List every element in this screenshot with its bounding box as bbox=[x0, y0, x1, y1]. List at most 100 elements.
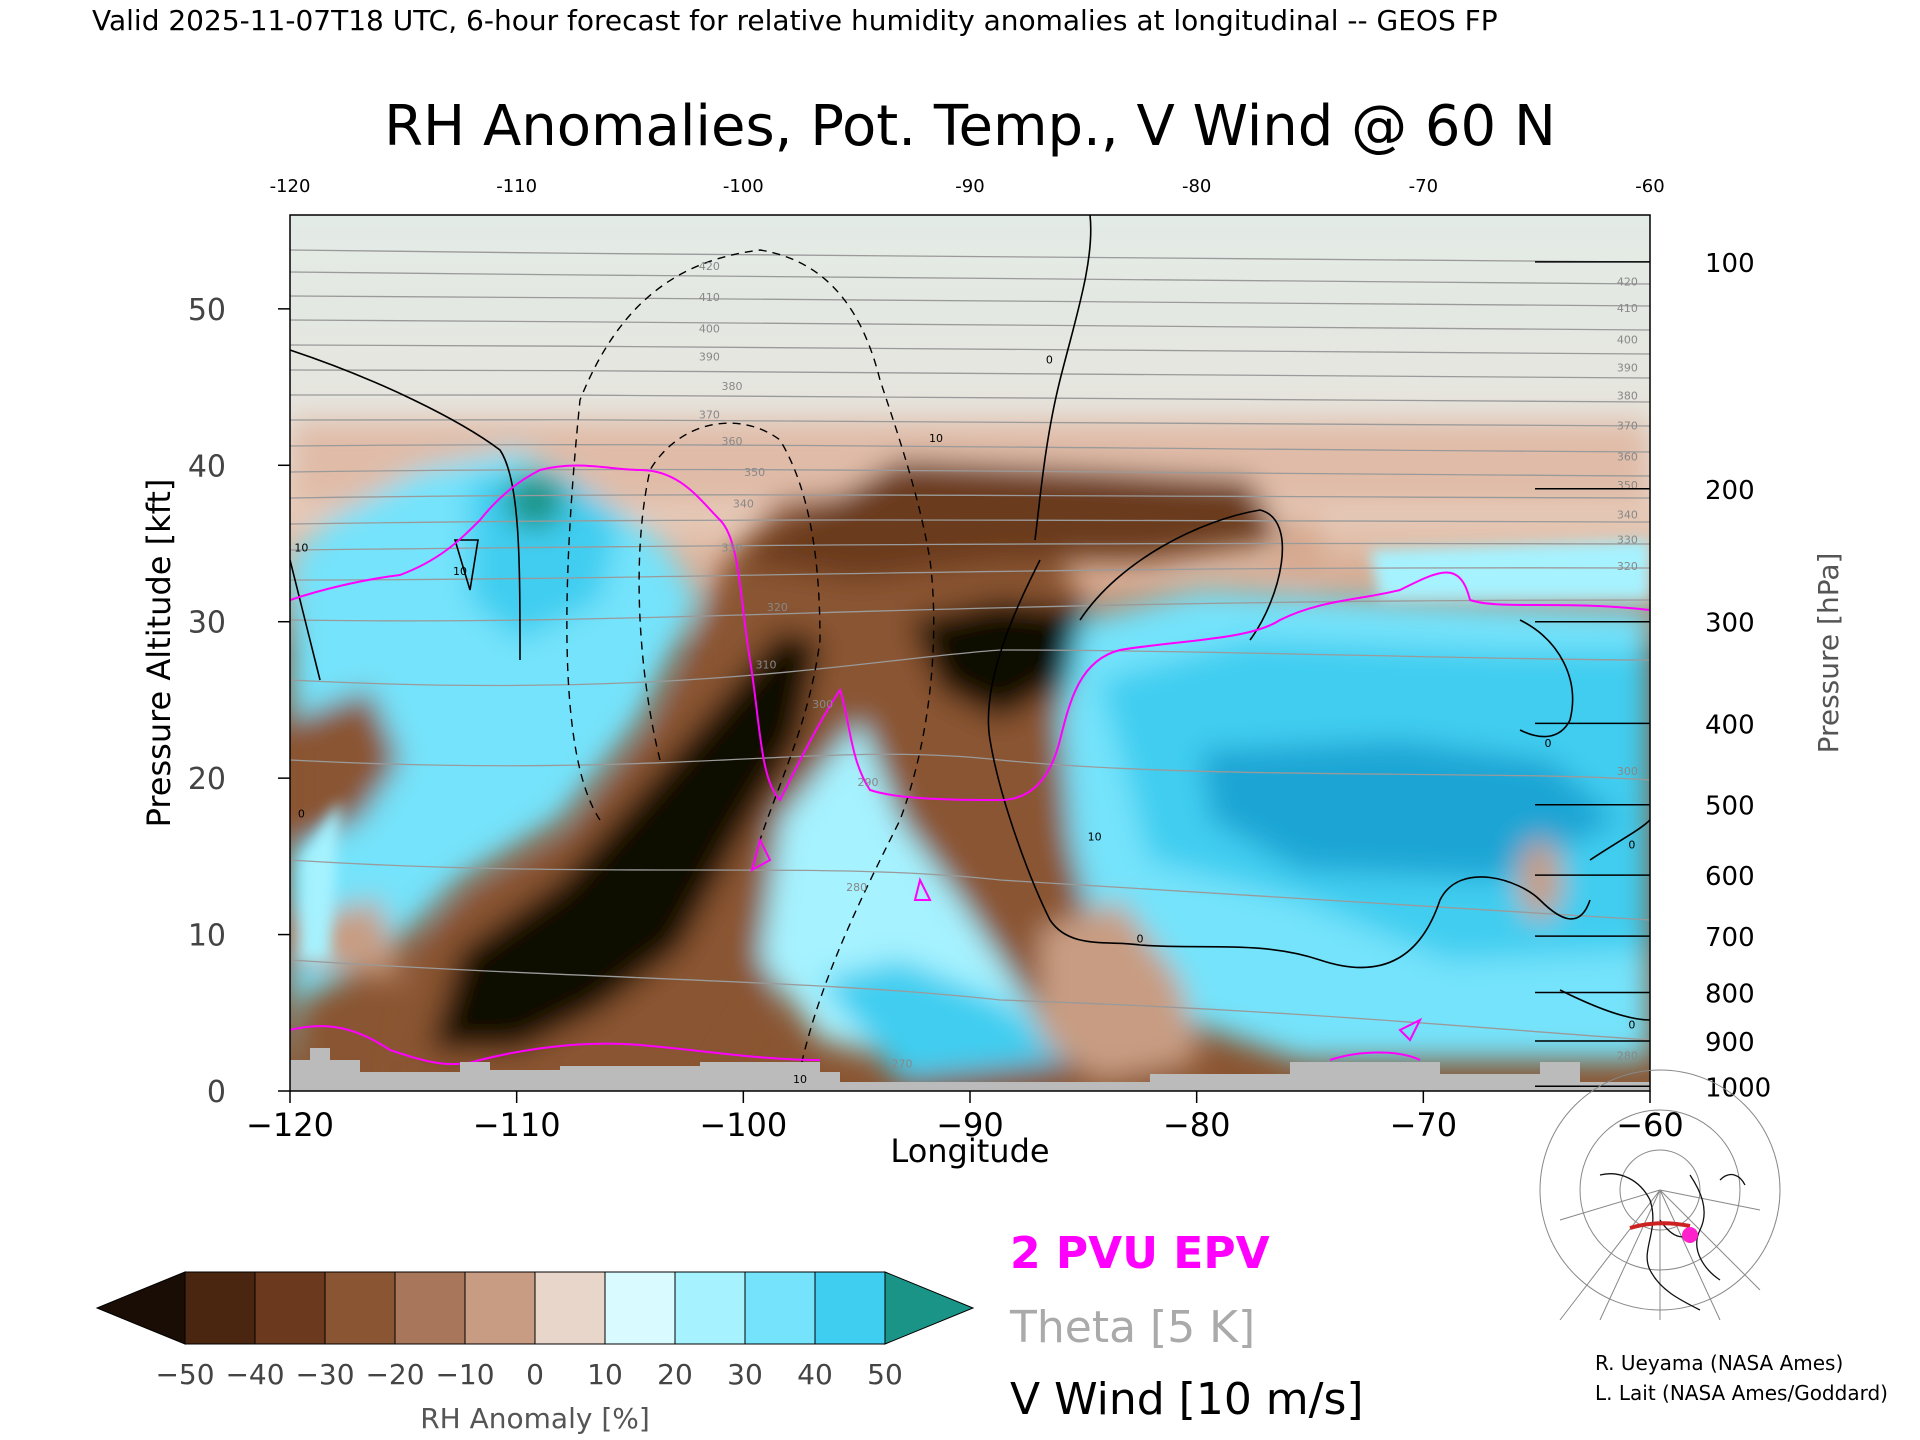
theta-label: 270 bbox=[892, 1058, 913, 1071]
pressure-tick-label: 400 bbox=[1705, 710, 1755, 740]
theta-label: 410 bbox=[699, 291, 720, 304]
colorbar-high-triangle bbox=[884, 1271, 975, 1345]
theta-label: 340 bbox=[733, 498, 754, 511]
map-track bbox=[1629, 1221, 1691, 1230]
locator-map bbox=[1539, 1069, 1781, 1321]
pressure-tick-label: 100 bbox=[1705, 249, 1755, 279]
ground-mask bbox=[290, 1048, 1650, 1091]
colorbar-tick-label: 10 bbox=[587, 1358, 623, 1391]
vwind-label: 0 bbox=[298, 807, 305, 820]
vwind-label: 10 bbox=[929, 432, 943, 445]
theta-label: 360 bbox=[722, 435, 743, 448]
pressure-tick-label: 300 bbox=[1705, 609, 1755, 639]
pressure-tick-label: 200 bbox=[1705, 476, 1755, 506]
colorbar-segment bbox=[324, 1271, 396, 1345]
colorbar-tick-label: 30 bbox=[727, 1358, 763, 1391]
legend-vwind: V Wind [10 m/s] bbox=[1010, 1374, 1364, 1425]
pressure-axis-label: Pressure [hPa] bbox=[1812, 553, 1845, 754]
x-top-tick-label: -90 bbox=[955, 176, 984, 197]
vwind-label: 0 bbox=[1046, 354, 1053, 367]
theta-label: 290 bbox=[858, 776, 879, 789]
colorbar-segment bbox=[394, 1271, 466, 1345]
x-top-tick-label: -80 bbox=[1182, 176, 1211, 197]
theta-label: 340 bbox=[1617, 508, 1638, 521]
colorbar-tick-label: 0 bbox=[526, 1358, 544, 1391]
colorbar-tick-label: −20 bbox=[365, 1358, 424, 1391]
map-graticule bbox=[1539, 1069, 1781, 1321]
credit-2: L. Lait (NASA Ames/Goddard) bbox=[1595, 1381, 1888, 1405]
x-top-tick-label: -70 bbox=[1409, 176, 1438, 197]
vwind-label: 10 bbox=[453, 565, 467, 578]
vwind-label: 0 bbox=[1545, 737, 1552, 750]
colorbar-low-triangle bbox=[95, 1271, 186, 1345]
colorbar-segment bbox=[534, 1271, 606, 1345]
vwind-contours bbox=[290, 215, 1650, 1021]
y-axis: 0 10 20 30 40 50 bbox=[188, 293, 290, 1110]
y-tick-label: 10 bbox=[188, 919, 226, 954]
vwind-label: 10 bbox=[1088, 831, 1102, 844]
chart-title: RH Anomalies, Pot. Temp., V Wind @ 60 N bbox=[384, 94, 1556, 159]
colorbar-tick-label: −30 bbox=[295, 1358, 354, 1391]
theta-label: 420 bbox=[699, 260, 720, 273]
theta-label: 360 bbox=[1617, 451, 1638, 464]
theta-label: 390 bbox=[699, 350, 720, 363]
vwind-label: 10 bbox=[793, 1073, 807, 1086]
vwind-label: 10 bbox=[294, 541, 308, 554]
theta-label: 300 bbox=[1617, 765, 1638, 778]
colorbar-segment bbox=[674, 1271, 746, 1345]
x-tick-label: −120 bbox=[246, 1106, 334, 1144]
colorbar-tick-label: 20 bbox=[657, 1358, 693, 1391]
vwind-labels: 10 10 0 10 0 10 0 0 0 0 10 bbox=[294, 354, 1635, 1087]
theta-label: 280 bbox=[846, 881, 867, 894]
x-tick-label: −100 bbox=[699, 1106, 787, 1144]
epv-contours bbox=[290, 464, 1650, 1066]
colorbar-label: RH Anomaly [%] bbox=[420, 1402, 650, 1435]
theta-label: 330 bbox=[1617, 534, 1638, 547]
colorbar-segment bbox=[464, 1271, 536, 1345]
rh-anomaly-detail bbox=[300, 540, 1650, 960]
theta-label: 370 bbox=[699, 408, 720, 421]
colorbar-tick-label: −50 bbox=[155, 1358, 214, 1391]
theta-label: 280 bbox=[1617, 1050, 1638, 1063]
colorbar-segment bbox=[744, 1271, 816, 1345]
header-text: Valid 2025-11-07T18 UTC, 6-hour forecast… bbox=[92, 4, 1498, 37]
legend-theta: Theta [5 K] bbox=[1009, 1302, 1255, 1353]
pressure-tick-label: 500 bbox=[1705, 792, 1755, 822]
x-top-tick-label: -120 bbox=[270, 176, 311, 197]
theta-label: 410 bbox=[1617, 302, 1638, 315]
y-axis-label: Pressure Altitude [kft] bbox=[140, 479, 178, 828]
x-top-tick-label: -60 bbox=[1635, 176, 1664, 197]
theta-label: 300 bbox=[812, 698, 833, 711]
theta-label: 310 bbox=[756, 659, 777, 672]
x-top-axis: -120 -110 -100 -90 -80 -70 -60 bbox=[270, 176, 1665, 197]
x-tick-label: −70 bbox=[1390, 1106, 1458, 1144]
theta-labels: 420 410 400 390 380 370 360 350 340 330 320 310 300 2… bbox=[699, 260, 1638, 1071]
colorbar: −50 −40 −30 −20 −10 0 10 20 30 40 50 bbox=[95, 1271, 975, 1391]
x-top-tick-label: -100 bbox=[723, 176, 764, 197]
theta-label: 350 bbox=[1617, 479, 1638, 492]
theta-label: 380 bbox=[722, 380, 743, 393]
map-marker bbox=[1682, 1227, 1698, 1243]
colorbar-tick-label: −40 bbox=[225, 1358, 284, 1391]
credit-1: R. Ueyama (NASA Ames) bbox=[1595, 1351, 1843, 1375]
colorbar-segment bbox=[184, 1271, 256, 1345]
vwind-label: 0 bbox=[1137, 932, 1144, 945]
theta-label: 420 bbox=[1617, 275, 1638, 288]
y-tick-label: 40 bbox=[188, 449, 226, 484]
x-tick-label: −90 bbox=[936, 1106, 1004, 1144]
theta-label: 370 bbox=[1617, 419, 1638, 432]
x-top-tick-label: -110 bbox=[496, 176, 537, 197]
vwind-label: 0 bbox=[1628, 839, 1635, 852]
pressure-tick-label: 700 bbox=[1705, 923, 1755, 953]
y-tick-label: 50 bbox=[188, 293, 226, 328]
pressure-tick-label: 800 bbox=[1705, 979, 1755, 1009]
colorbar-tick-label: 40 bbox=[797, 1358, 833, 1391]
x-axis: −120 −110 −100 −90 −80 −70 −60 bbox=[246, 1091, 1684, 1144]
theta-label: 320 bbox=[767, 601, 788, 614]
colorbar-segment bbox=[814, 1271, 886, 1345]
colorbar-segment bbox=[604, 1271, 676, 1345]
colorbar-tick-label: 50 bbox=[867, 1358, 903, 1391]
plot-area bbox=[290, 215, 1650, 1091]
vwind-label: 0 bbox=[1628, 1018, 1635, 1031]
